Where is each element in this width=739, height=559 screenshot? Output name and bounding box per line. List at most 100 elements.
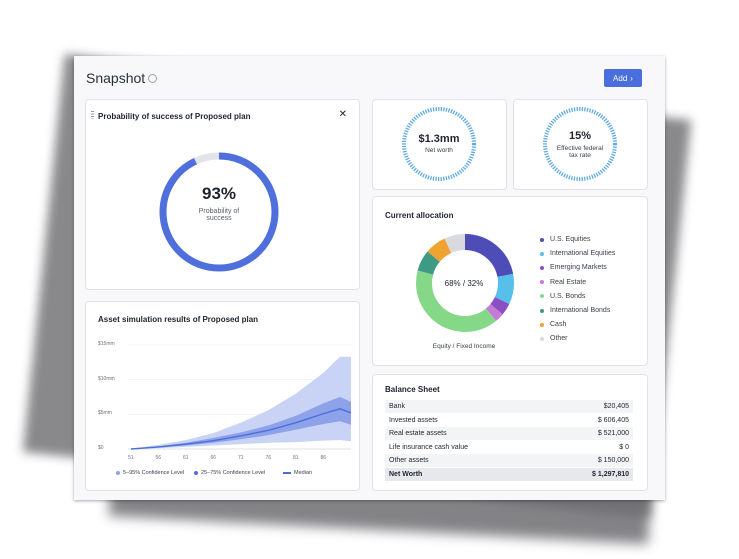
add-button-label: Add <box>613 73 628 83</box>
balance-total-value: $ 1,297,810 <box>592 470 629 478</box>
legend-dot <box>540 322 544 327</box>
legend-median: Median <box>283 470 312 476</box>
y-tick-label: $5mm <box>98 410 112 417</box>
band-25-75 <box>131 397 351 449</box>
probability-donut <box>159 152 279 272</box>
allocation-segment-other[interactable] <box>416 234 514 332</box>
legend-dot <box>540 280 544 285</box>
allocation-card: Current allocation 68% / 32% Equity / Fi… <box>372 196 648 366</box>
x-tick-label: 51 <box>128 455 134 461</box>
tax-rate-ring <box>543 107 617 181</box>
balance-total-row: Net Worth $ 1,297,810 <box>385 467 633 481</box>
tax-rate-label-line2: tax rate <box>569 152 591 159</box>
chevron-right-icon: › <box>630 73 633 83</box>
legend-dot <box>540 265 544 270</box>
balance-row: Bank $20,405 <box>385 400 633 413</box>
legend-inner-dot <box>194 471 198 475</box>
eye-icon[interactable] <box>148 74 157 83</box>
drag-handle-icon[interactable] <box>91 111 94 119</box>
legend-dot <box>540 294 544 299</box>
legend-item: Other <box>540 335 568 342</box>
probability-card: Probability of success of Proposed plan … <box>85 99 360 290</box>
balance-row: Real estate assets $ 521,000 <box>385 427 633 440</box>
allocation-segment-international-equities[interactable] <box>416 234 514 332</box>
balance-row-value: $ 606,405 <box>597 416 629 424</box>
probability-card-title: Probability of success of Proposed plan <box>98 112 251 121</box>
tax-rate-ring-segment <box>543 107 617 181</box>
x-tick-label: 56 <box>155 455 162 461</box>
x-tick-label: 71 <box>238 455 244 461</box>
legend-label: International Equities <box>550 250 616 258</box>
legend-label: U.S. Bonds <box>550 292 586 300</box>
tax-rate-label-line1: Effective federal <box>556 145 604 152</box>
balance-row-value: $20,405 <box>603 403 629 410</box>
y-tick-label: $10mm <box>98 375 115 382</box>
x-tick-label: 61 <box>183 455 189 461</box>
legend-label: Emerging Markets <box>550 264 607 272</box>
legend-item: International Equities <box>540 250 615 257</box>
legend-dot <box>540 336 544 341</box>
probability-label-line2: success <box>206 215 232 222</box>
probability-label-line1: Probability of <box>198 208 240 215</box>
balance-row-label: Invested assets <box>389 416 438 424</box>
legend-dot <box>540 308 544 313</box>
legend-item: Cash <box>540 321 566 328</box>
allocation-title: Current allocation <box>385 211 454 220</box>
simulation-card: Asset simulation results of Proposed pla… <box>85 301 360 491</box>
legend-item: Real Estate <box>540 279 586 286</box>
net-worth-ring-segment <box>402 107 476 181</box>
balance-total-label: Net Worth <box>389 470 423 478</box>
balance-row: Invested assets $ 606,405 <box>385 414 633 427</box>
x-tick-label: 66 <box>210 455 217 461</box>
legend-inner-label: 25–75% Confidence Level <box>201 470 266 476</box>
close-icon[interactable]: ✕ <box>338 109 347 120</box>
legend-label: Real Estate <box>550 278 587 286</box>
net-worth-card: $1.3mm Net worth <box>372 99 507 190</box>
balance-row-label: Real estate assets <box>389 430 447 437</box>
legend-outer-label: 5–95% Confidence Level <box>123 470 185 476</box>
net-worth-value: $1.3mm <box>418 133 460 145</box>
balance-row-value: $ 0 <box>619 443 629 451</box>
tax-rate-value: 15% <box>568 130 592 142</box>
allocation-segment-u-s-bonds[interactable] <box>416 234 514 332</box>
x-tick-label: 76 <box>265 455 272 461</box>
allocation-caption: Equity / Fixed Income <box>432 343 496 350</box>
legend-label: Cash <box>550 321 567 329</box>
legend-outer: 5–95% Confidence Level <box>116 470 184 476</box>
balance-row-label: Other assets <box>389 457 429 464</box>
snapshot-panel: Snapshot Add › Probability of success of… <box>74 56 665 500</box>
x-tick-label: 86 <box>320 455 327 461</box>
net-worth-label: Net worth <box>425 147 453 154</box>
legend-median-line <box>283 472 291 474</box>
balance-row-value: $ 521,000 <box>597 430 629 437</box>
legend-label: U.S. Equities <box>550 236 591 243</box>
simulation-chart <box>128 344 352 450</box>
median-line <box>130 408 352 450</box>
allocation-center-label: 68% / 32% <box>444 279 484 288</box>
legend-dot <box>540 237 544 242</box>
probability-value: 93% <box>201 184 237 203</box>
legend-inner: 25–75% Confidence Level <box>194 470 265 476</box>
x-tick-label: 81 <box>293 455 299 461</box>
balance-sheet-card: Balance Sheet Bank $20,405 Invested assets… <box>372 374 648 491</box>
legend-item: International Bonds <box>540 307 610 314</box>
legend-item: U.S. Bonds <box>540 293 585 300</box>
legend-item: Emerging Markets <box>540 264 607 271</box>
legend-dot <box>540 251 544 256</box>
balance-row: Life insurance cash value $ 0 <box>385 441 633 454</box>
y-tick-label: $15mm <box>98 341 115 347</box>
probability-arc <box>159 152 279 272</box>
balance-row: Other assets $ 150,000 <box>385 454 633 467</box>
tax-rate-card: 15% Effective federal tax rate <box>513 99 648 190</box>
page-title: Snapshot <box>86 70 146 86</box>
legend-label: Other <box>550 335 568 343</box>
net-worth-ring <box>402 107 476 181</box>
legend-item: U.S. Equities <box>540 236 590 243</box>
balance-row-label: Life insurance cash value <box>389 443 468 451</box>
simulation-title: Asset simulation results of Proposed pla… <box>98 315 259 324</box>
legend-outer-dot <box>116 471 120 475</box>
add-button[interactable]: Add › <box>604 69 642 87</box>
allocation-donut <box>416 234 514 332</box>
balance-sheet-title: Balance Sheet <box>385 385 440 394</box>
balance-row-label: Bank <box>389 403 405 410</box>
